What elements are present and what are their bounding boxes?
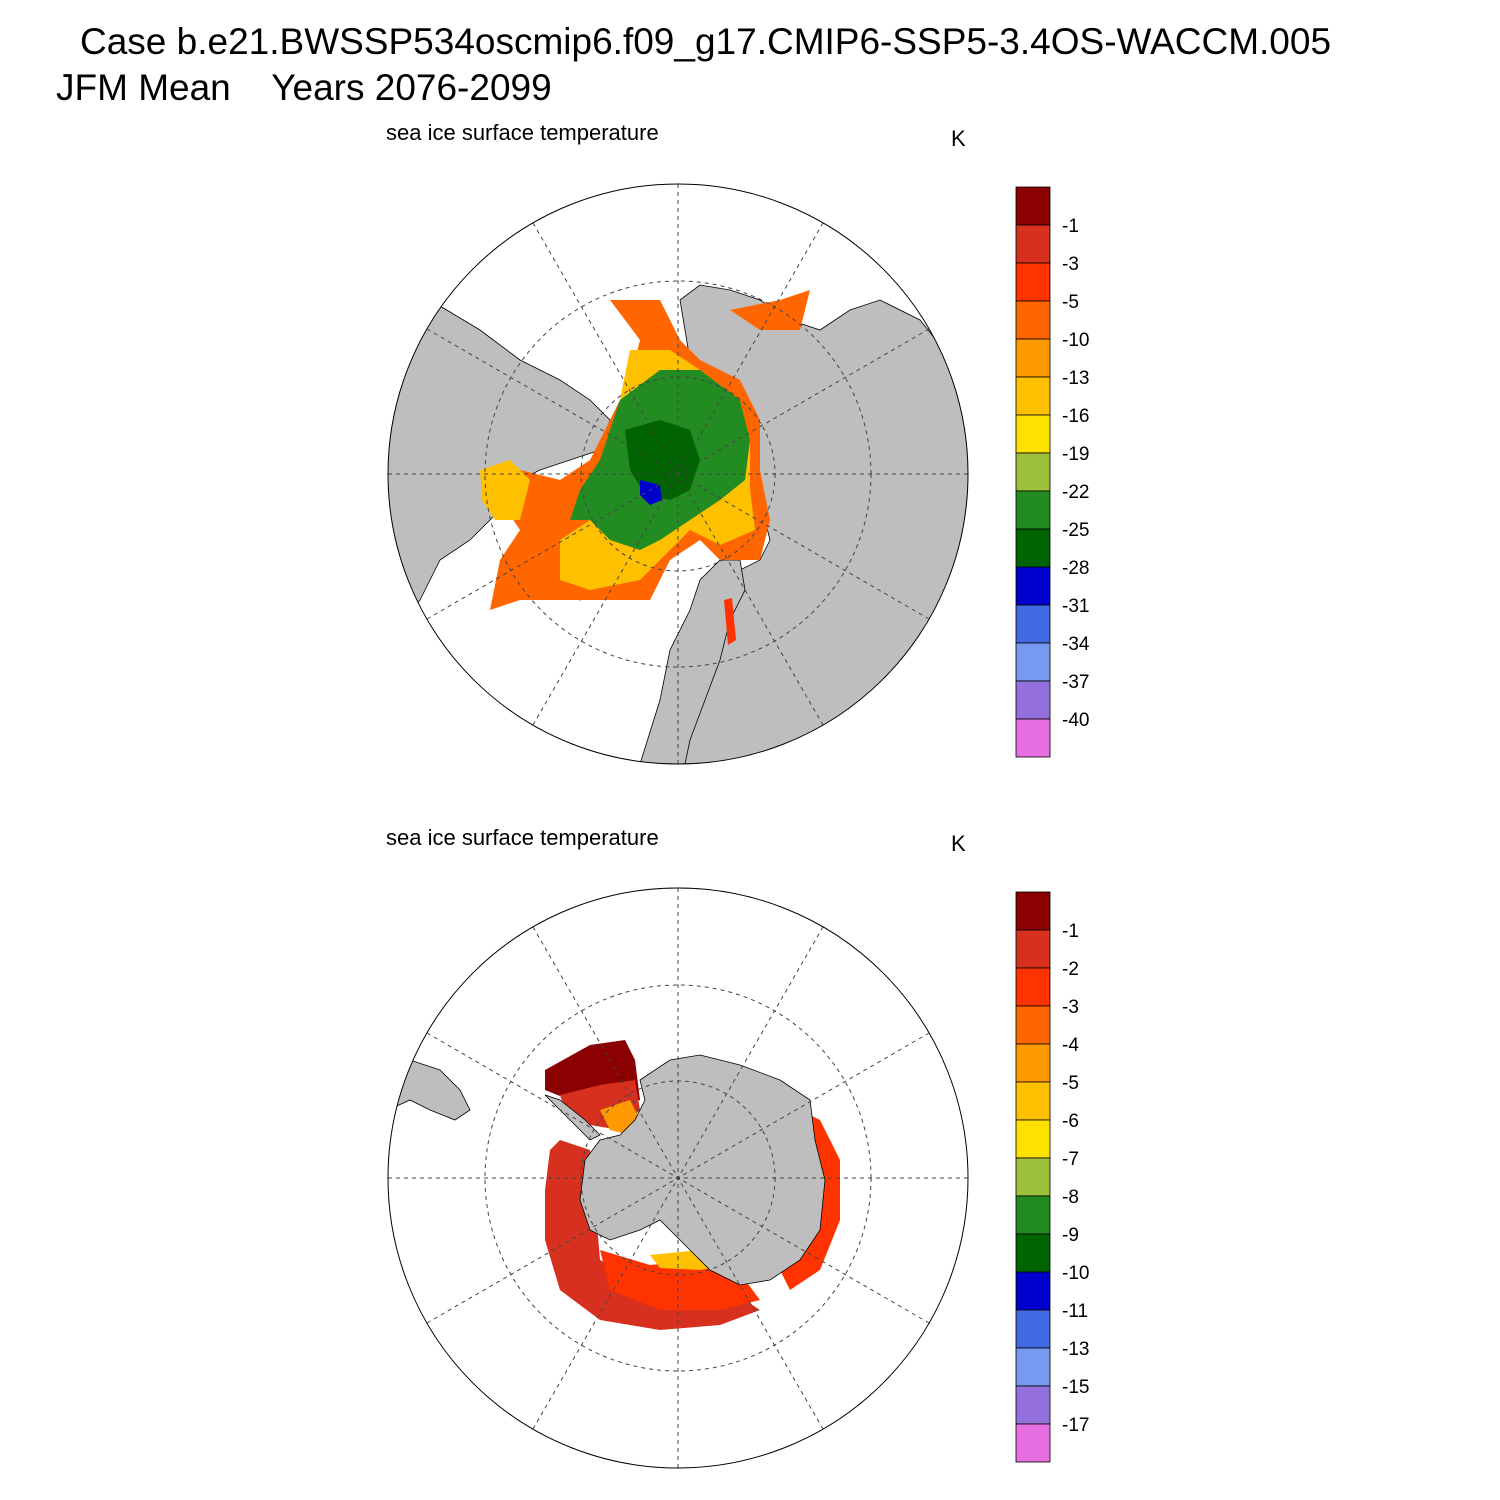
south-colorbar-label: -8 — [1062, 1187, 1079, 1208]
antarctica-landmass — [579, 1054, 826, 1286]
south-colorbar-label: -7 — [1062, 1149, 1079, 1170]
hudson-bay-ice — [480, 460, 530, 520]
south-colorbar-box — [1015, 1081, 1051, 1121]
south-colorbar-label: -13 — [1062, 1339, 1089, 1360]
north-colorbar: -1 -3 -5 -10 -13 -16 -19 -22 -25 -28 -31 -34 -37 -40 — [1015, 186, 1090, 758]
north-panel-title: sea ice surface temperature — [386, 120, 659, 145]
north-colorbar-label: -31 — [1062, 596, 1089, 617]
south-colorbar-label: -3 — [1062, 997, 1079, 1018]
antarctic-ice-darkred — [545, 1140, 760, 1330]
south-colorbar-label: -5 — [1062, 1073, 1079, 1094]
north-colorbar-box — [1015, 680, 1051, 720]
south-colorbar-box — [1015, 967, 1051, 1007]
south-colorbar-box — [1015, 1347, 1051, 1387]
south-colorbar-box — [1015, 1157, 1051, 1197]
north-colorbar-label: -37 — [1062, 672, 1089, 693]
south-colorbar-label: -15 — [1062, 1377, 1089, 1398]
north-colorbar-box — [1015, 566, 1051, 606]
south-colorbar-box — [1015, 1043, 1051, 1083]
north-colorbar-box — [1015, 262, 1051, 302]
north-colorbar-label: -40 — [1062, 710, 1089, 731]
north-polar-map — [387, 183, 969, 765]
north-colorbar-label: -1 — [1062, 216, 1079, 237]
south-colorbar-label: -4 — [1062, 1035, 1079, 1056]
south-colorbar-box — [1015, 1309, 1051, 1349]
north-colorbar-box — [1015, 414, 1051, 454]
south-colorbar-label: -9 — [1062, 1225, 1079, 1246]
north-colorbar-box — [1015, 490, 1051, 530]
south-panel-units: K — [951, 831, 966, 856]
baltic-ice — [724, 598, 736, 645]
south-colorbar-box — [1015, 1005, 1051, 1045]
north-colorbar-label: -19 — [1062, 444, 1089, 465]
south-colorbar-box — [1015, 1423, 1051, 1463]
north-colorbar-box — [1015, 186, 1051, 226]
north-colorbar-label: -16 — [1062, 406, 1089, 427]
south-colorbar: -1 -2 -3 -4 -5 -6 -7 -8 -9 -10 -11 -13 -15 -17 — [1015, 891, 1089, 1463]
north-colorbar-label: -22 — [1062, 482, 1089, 503]
south-colorbar-label: -17 — [1062, 1415, 1089, 1436]
north-colorbar-box — [1015, 224, 1051, 264]
north-colorbar-box — [1015, 604, 1051, 644]
bering-ice — [730, 290, 810, 330]
south-colorbar-box — [1015, 1119, 1051, 1159]
north-colorbar-box — [1015, 300, 1051, 340]
south-polar-map — [387, 887, 969, 1469]
north-colorbar-label: -34 — [1062, 634, 1090, 655]
figure-title-period: JFM Mean Years 2076-2099 — [56, 67, 552, 108]
south-colorbar-label: -1 — [1062, 921, 1079, 942]
south-colorbar-box — [1015, 929, 1051, 969]
south-colorbar-label: -6 — [1062, 1111, 1079, 1132]
south-colorbar-box — [1015, 1271, 1051, 1311]
north-colorbar-box — [1015, 718, 1051, 758]
north-colorbar-box — [1015, 528, 1051, 568]
north-colorbar-label: -13 — [1062, 368, 1089, 389]
north-colorbar-label: -10 — [1062, 330, 1089, 351]
north-colorbar-label: -28 — [1062, 558, 1089, 579]
north-colorbar-box — [1015, 376, 1051, 416]
south-colorbar-box — [1015, 1385, 1051, 1425]
north-panel-units: K — [951, 126, 966, 151]
north-landmass-europe — [639, 559, 746, 764]
south-panel-title: sea ice surface temperature — [386, 825, 659, 850]
east-antarctic-ice — [780, 1110, 840, 1290]
north-colorbar-box — [1015, 338, 1051, 378]
north-colorbar-box — [1015, 642, 1051, 682]
north-colorbar-label: -3 — [1062, 254, 1079, 275]
south-colorbar-box — [1015, 1233, 1051, 1273]
south-colorbar-box — [1015, 891, 1051, 931]
figure-title-case: Case b.e21.BWSSP534oscmip6.f09_g17.CMIP6… — [80, 21, 1332, 62]
south-colorbar-label: -10 — [1062, 1263, 1089, 1284]
south-colorbar-label: -2 — [1062, 959, 1079, 980]
ross-ice-orange — [600, 1250, 760, 1310]
south-colorbar-label: -11 — [1062, 1301, 1088, 1322]
south-america-tip — [388, 1059, 471, 1121]
north-colorbar-label: -25 — [1062, 520, 1089, 541]
north-colorbar-label: -5 — [1062, 292, 1079, 313]
south-colorbar-box — [1015, 1195, 1051, 1235]
north-colorbar-box — [1015, 452, 1051, 492]
